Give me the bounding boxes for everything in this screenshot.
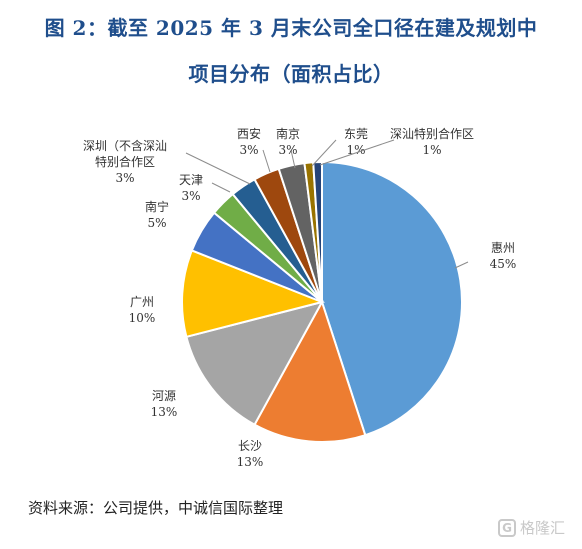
pie-slice-10 bbox=[312, 160, 323, 303]
leader-line-8 bbox=[290, 149, 296, 169]
watermark-logo-icon: G bbox=[498, 518, 516, 537]
watermark: G 格隆汇 bbox=[498, 517, 565, 538]
leader-line-7 bbox=[262, 149, 271, 173]
leader-line-5 bbox=[211, 182, 231, 193]
watermark-text: 格隆汇 bbox=[520, 519, 566, 537]
slice-label-7: 西安 3% bbox=[237, 126, 261, 157]
slice-label-3: 广州 10% bbox=[129, 295, 156, 325]
slice-label-8: 南京 3% bbox=[276, 126, 300, 157]
leader-line-9 bbox=[311, 139, 337, 167]
pie-slice-2 bbox=[185, 300, 324, 427]
pie-slice-0 bbox=[321, 160, 463, 437]
slice-label-6: 深圳（不含深汕特别合作区 3% bbox=[83, 138, 167, 185]
slice-label-10: 深汕特别合作区 1% bbox=[390, 126, 474, 157]
chart-title-line-2: 项目分布（面积占比） bbox=[188, 62, 394, 86]
pie-slice-1 bbox=[253, 299, 367, 443]
slice-label-2: 河源 13% bbox=[151, 389, 178, 419]
leader-line-6 bbox=[185, 152, 251, 185]
chart-title-line-1: 图 2：截至 2025 年 3 月末公司全口径在建及规划中 bbox=[44, 16, 538, 40]
source-note: 资料来源：公司提供，中诚信国际整理 bbox=[28, 499, 284, 517]
leader-line-10 bbox=[319, 139, 395, 166]
slice-label-4: 南宁 5% bbox=[145, 199, 169, 230]
pie-slice-3 bbox=[181, 249, 326, 339]
slice-label-9: 东莞 1% bbox=[344, 127, 368, 157]
slice-label-1: 长沙 13% bbox=[237, 439, 264, 469]
leader-line-0 bbox=[454, 261, 469, 269]
slice-label-0: 惠州 45% bbox=[490, 241, 517, 271]
slice-label-5: 天津 3% bbox=[179, 173, 203, 203]
